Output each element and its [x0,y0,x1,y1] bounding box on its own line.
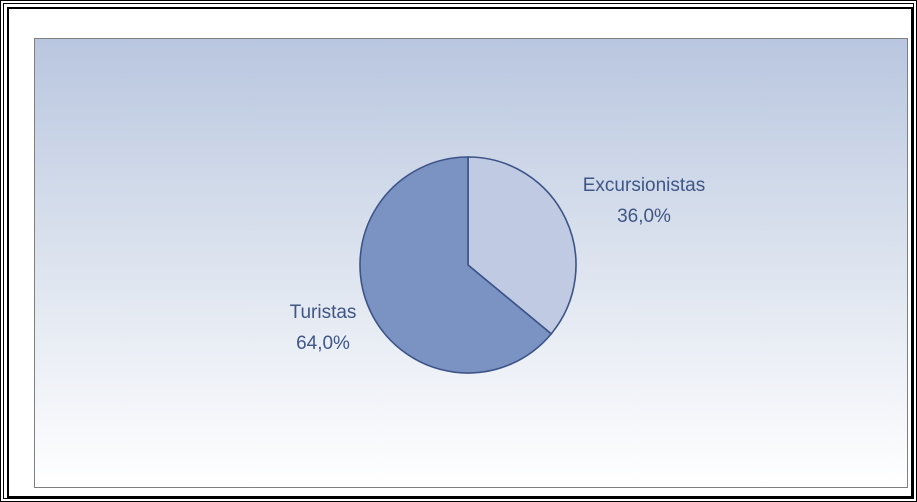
slice-label-turistas: Turistas [290,302,357,323]
slice-label-excursionistas: Excursionistas [583,175,706,196]
slice-value-turistas: 64,0% [296,333,350,354]
pie-slice-excursionistas [467,156,577,335]
pie-slice-turistas [359,156,553,374]
pie-slices [359,156,577,374]
chart-frame-inner-border [7,7,913,498]
slice-value-excursionistas: 36,0% [617,206,671,227]
